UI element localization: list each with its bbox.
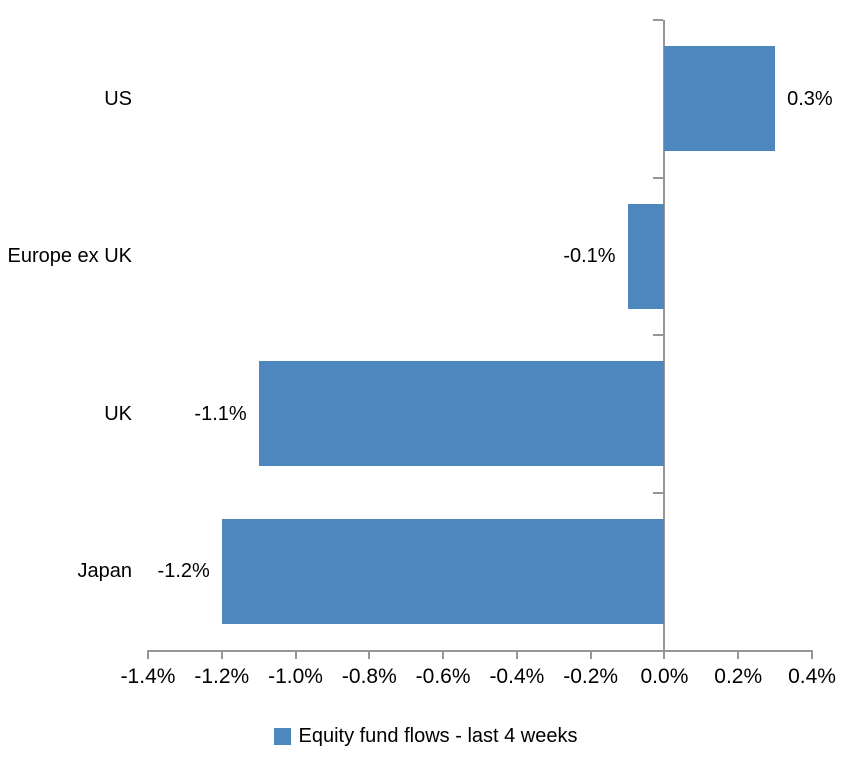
x-tick-label: -0.2% (563, 665, 619, 688)
category-label-japan: Japan (77, 560, 133, 583)
x-axis-tick (220, 650, 223, 659)
x-tick-label: -0.6% (415, 665, 471, 688)
category-axis-tick (653, 334, 664, 336)
value-label-us: 0.3% (787, 87, 833, 110)
bar-us (664, 46, 776, 152)
x-axis-tick (147, 650, 149, 659)
x-axis-tick (811, 650, 813, 659)
x-axis-tick (515, 650, 518, 659)
x-tick-label: 0.0% (640, 665, 689, 688)
legend-label: Equity fund flows - last 4 weeks (298, 725, 578, 747)
x-axis-line (147, 650, 813, 652)
category-axis-tick (653, 19, 664, 21)
x-axis-tick (294, 650, 297, 659)
category-axis-tick (653, 176, 664, 179)
value-label-uk: -1.1% (194, 402, 247, 425)
category-label-uk: UK (104, 402, 132, 425)
value-label-europe-ex-uk: -0.1% (563, 245, 616, 268)
zero-axis-line (663, 20, 666, 659)
legend-swatch (274, 727, 292, 745)
x-axis-tick (368, 650, 371, 659)
x-tick-label: -1.0% (268, 665, 323, 688)
x-tick-label: -0.8% (341, 665, 397, 688)
category-label-us: US (104, 87, 132, 110)
bar-europe-ex-uk (627, 203, 665, 309)
bar-uk (258, 361, 665, 467)
x-axis-tick (737, 650, 740, 659)
x-tick-label: -1.4% (120, 665, 176, 688)
x-axis-tick (663, 650, 666, 659)
value-label-japan: -1.2% (157, 560, 210, 583)
category-axis-tick (653, 491, 664, 494)
bar-japan (221, 518, 665, 624)
x-axis-tick (442, 650, 445, 659)
x-axis-tick (589, 650, 592, 659)
x-tick-label: -0.4% (489, 665, 545, 688)
x-tick-label: 0.2% (714, 665, 763, 688)
legend: Equity fund flows - last 4 weeks (0, 721, 852, 751)
x-tick-label: 0.4% (788, 665, 836, 688)
category-label-europe-ex-uk: Europe ex UK (7, 245, 132, 268)
x-tick-label: -1.2% (194, 665, 250, 688)
